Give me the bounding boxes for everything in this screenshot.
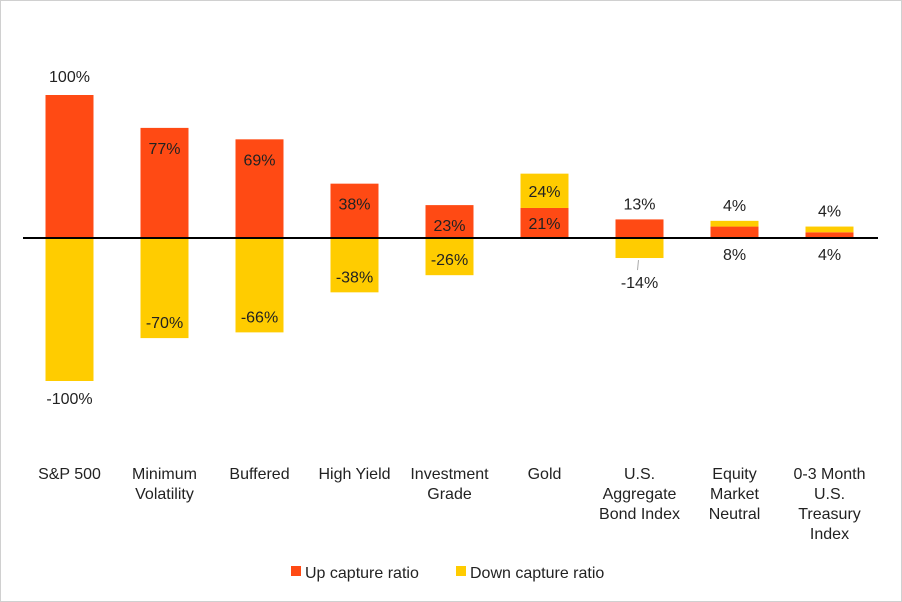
data-label-up: 38% bbox=[338, 197, 370, 214]
category-label: S&P 500 bbox=[38, 466, 101, 483]
bar-down-capture bbox=[805, 226, 854, 233]
category-label: High Yield bbox=[318, 466, 390, 483]
data-label-down: -14% bbox=[621, 275, 658, 292]
bar-up-capture bbox=[45, 95, 94, 238]
bar-down-capture bbox=[45, 238, 94, 381]
data-label-up: 100% bbox=[49, 69, 90, 86]
data-label-up: 69% bbox=[243, 152, 275, 169]
bar-down-capture bbox=[235, 238, 284, 333]
bar-up-capture bbox=[520, 207, 569, 238]
category-label: 0-3 Month bbox=[793, 466, 865, 483]
bar-down-capture bbox=[615, 238, 664, 259]
category-label: Index bbox=[810, 526, 849, 543]
category-label: Market bbox=[710, 486, 759, 503]
category-label: Aggregate bbox=[603, 486, 677, 503]
legend-swatch-up bbox=[291, 566, 301, 576]
data-label-down: 24% bbox=[528, 184, 560, 201]
bar-down-capture bbox=[140, 238, 189, 339]
data-label-up: 4% bbox=[818, 247, 841, 264]
bar-down-capture bbox=[330, 238, 379, 293]
category-label: Neutral bbox=[709, 506, 761, 523]
data-label-down: -70% bbox=[146, 315, 183, 332]
bar-down-capture bbox=[425, 238, 474, 276]
data-label-down: -66% bbox=[241, 309, 278, 326]
category-label: Gold bbox=[528, 466, 562, 483]
bar-up-capture bbox=[805, 232, 854, 238]
data-label-up: 13% bbox=[623, 196, 655, 213]
data-label-down: 4% bbox=[723, 198, 746, 215]
category-label: Buffered bbox=[229, 466, 289, 483]
legend-label-up: Up capture ratio bbox=[305, 565, 419, 582]
bar-up-capture bbox=[425, 205, 474, 238]
bar-up-capture bbox=[615, 219, 664, 238]
category-label: Volatility bbox=[135, 486, 194, 503]
data-label-up: 77% bbox=[148, 141, 180, 158]
category-label: Bond Index bbox=[599, 506, 680, 523]
category-label: U.S. bbox=[624, 466, 655, 483]
bar-up-capture bbox=[140, 127, 189, 238]
category-label: U.S. bbox=[814, 486, 845, 503]
category-label: Treasury bbox=[798, 506, 861, 523]
legend-label-down: Down capture ratio bbox=[470, 565, 604, 582]
category-label: Minimum bbox=[132, 466, 197, 483]
data-label-down: -26% bbox=[431, 252, 468, 269]
bar-down-capture bbox=[520, 173, 569, 208]
category-label: Grade bbox=[427, 486, 472, 503]
bar-up-capture bbox=[235, 139, 284, 238]
data-label-down: -100% bbox=[46, 391, 92, 408]
data-label-down: -38% bbox=[336, 269, 373, 286]
category-label: Investment bbox=[410, 466, 489, 483]
data-label-up: 23% bbox=[433, 218, 465, 235]
leader-line bbox=[637, 259, 639, 271]
data-label-up: 8% bbox=[723, 247, 746, 264]
legend-swatch-down bbox=[456, 566, 466, 576]
bar-up-capture bbox=[330, 183, 379, 238]
bar-up-capture bbox=[710, 226, 759, 238]
data-label-down: 4% bbox=[818, 204, 841, 221]
category-label: Equity bbox=[712, 466, 756, 483]
data-label-up: 21% bbox=[528, 216, 560, 233]
bar-down-capture bbox=[710, 220, 759, 227]
